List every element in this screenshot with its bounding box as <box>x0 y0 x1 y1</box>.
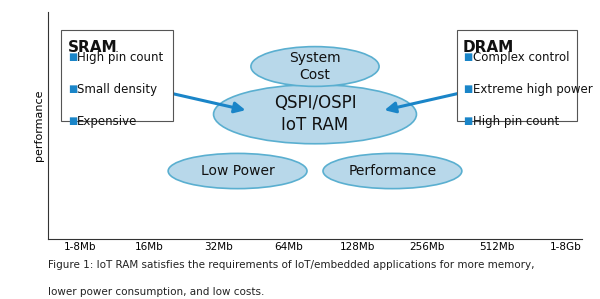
Text: ■: ■ <box>463 116 472 126</box>
Ellipse shape <box>251 47 379 86</box>
Text: Extreme high power: Extreme high power <box>473 83 592 96</box>
Ellipse shape <box>323 153 462 189</box>
Text: Expensive: Expensive <box>77 115 138 128</box>
Text: ■: ■ <box>463 84 472 94</box>
Text: ■: ■ <box>463 52 472 62</box>
Text: ■: ■ <box>68 52 77 62</box>
Bar <box>61 30 173 121</box>
Bar <box>457 30 577 121</box>
Text: SRAM: SRAM <box>68 40 118 55</box>
Ellipse shape <box>168 153 307 189</box>
Text: Low Power: Low Power <box>200 164 274 178</box>
Text: System
Cost: System Cost <box>289 51 341 82</box>
Text: DRAM: DRAM <box>463 40 514 55</box>
Text: Figure 1: IoT RAM satisfies the requirements of IoT/embedded applications for mo: Figure 1: IoT RAM satisfies the requirem… <box>48 260 535 270</box>
Text: QSPI/OSPI
IoT RAM: QSPI/OSPI IoT RAM <box>274 94 356 134</box>
Text: ■: ■ <box>68 116 77 126</box>
Text: Performance: Performance <box>349 164 436 178</box>
Text: lower power consumption, and low costs.: lower power consumption, and low costs. <box>48 287 265 297</box>
Y-axis label: performance: performance <box>34 90 44 161</box>
Text: Complex control: Complex control <box>473 51 569 64</box>
Text: High pin count: High pin count <box>77 51 164 64</box>
Text: ■: ■ <box>68 84 77 94</box>
Ellipse shape <box>214 85 416 144</box>
Text: High pin count: High pin count <box>473 115 559 128</box>
Text: Small density: Small density <box>77 83 157 96</box>
